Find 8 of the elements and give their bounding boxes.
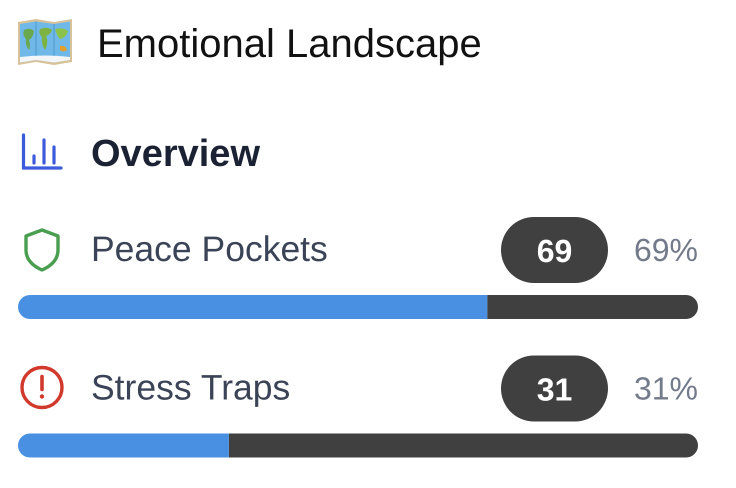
- chart-subtitle: Overview: [91, 133, 260, 175]
- y-tick-label: Peace Pockets: [91, 229, 328, 269]
- annotation: 69%: [634, 232, 698, 268]
- data-label: 69: [536, 233, 572, 269]
- annotation: 31%: [634, 370, 698, 406]
- data-label: 31: [536, 372, 572, 408]
- chart-title: Emotional Landscape: [97, 22, 482, 66]
- y-tick-label: Stress Traps: [91, 368, 290, 408]
